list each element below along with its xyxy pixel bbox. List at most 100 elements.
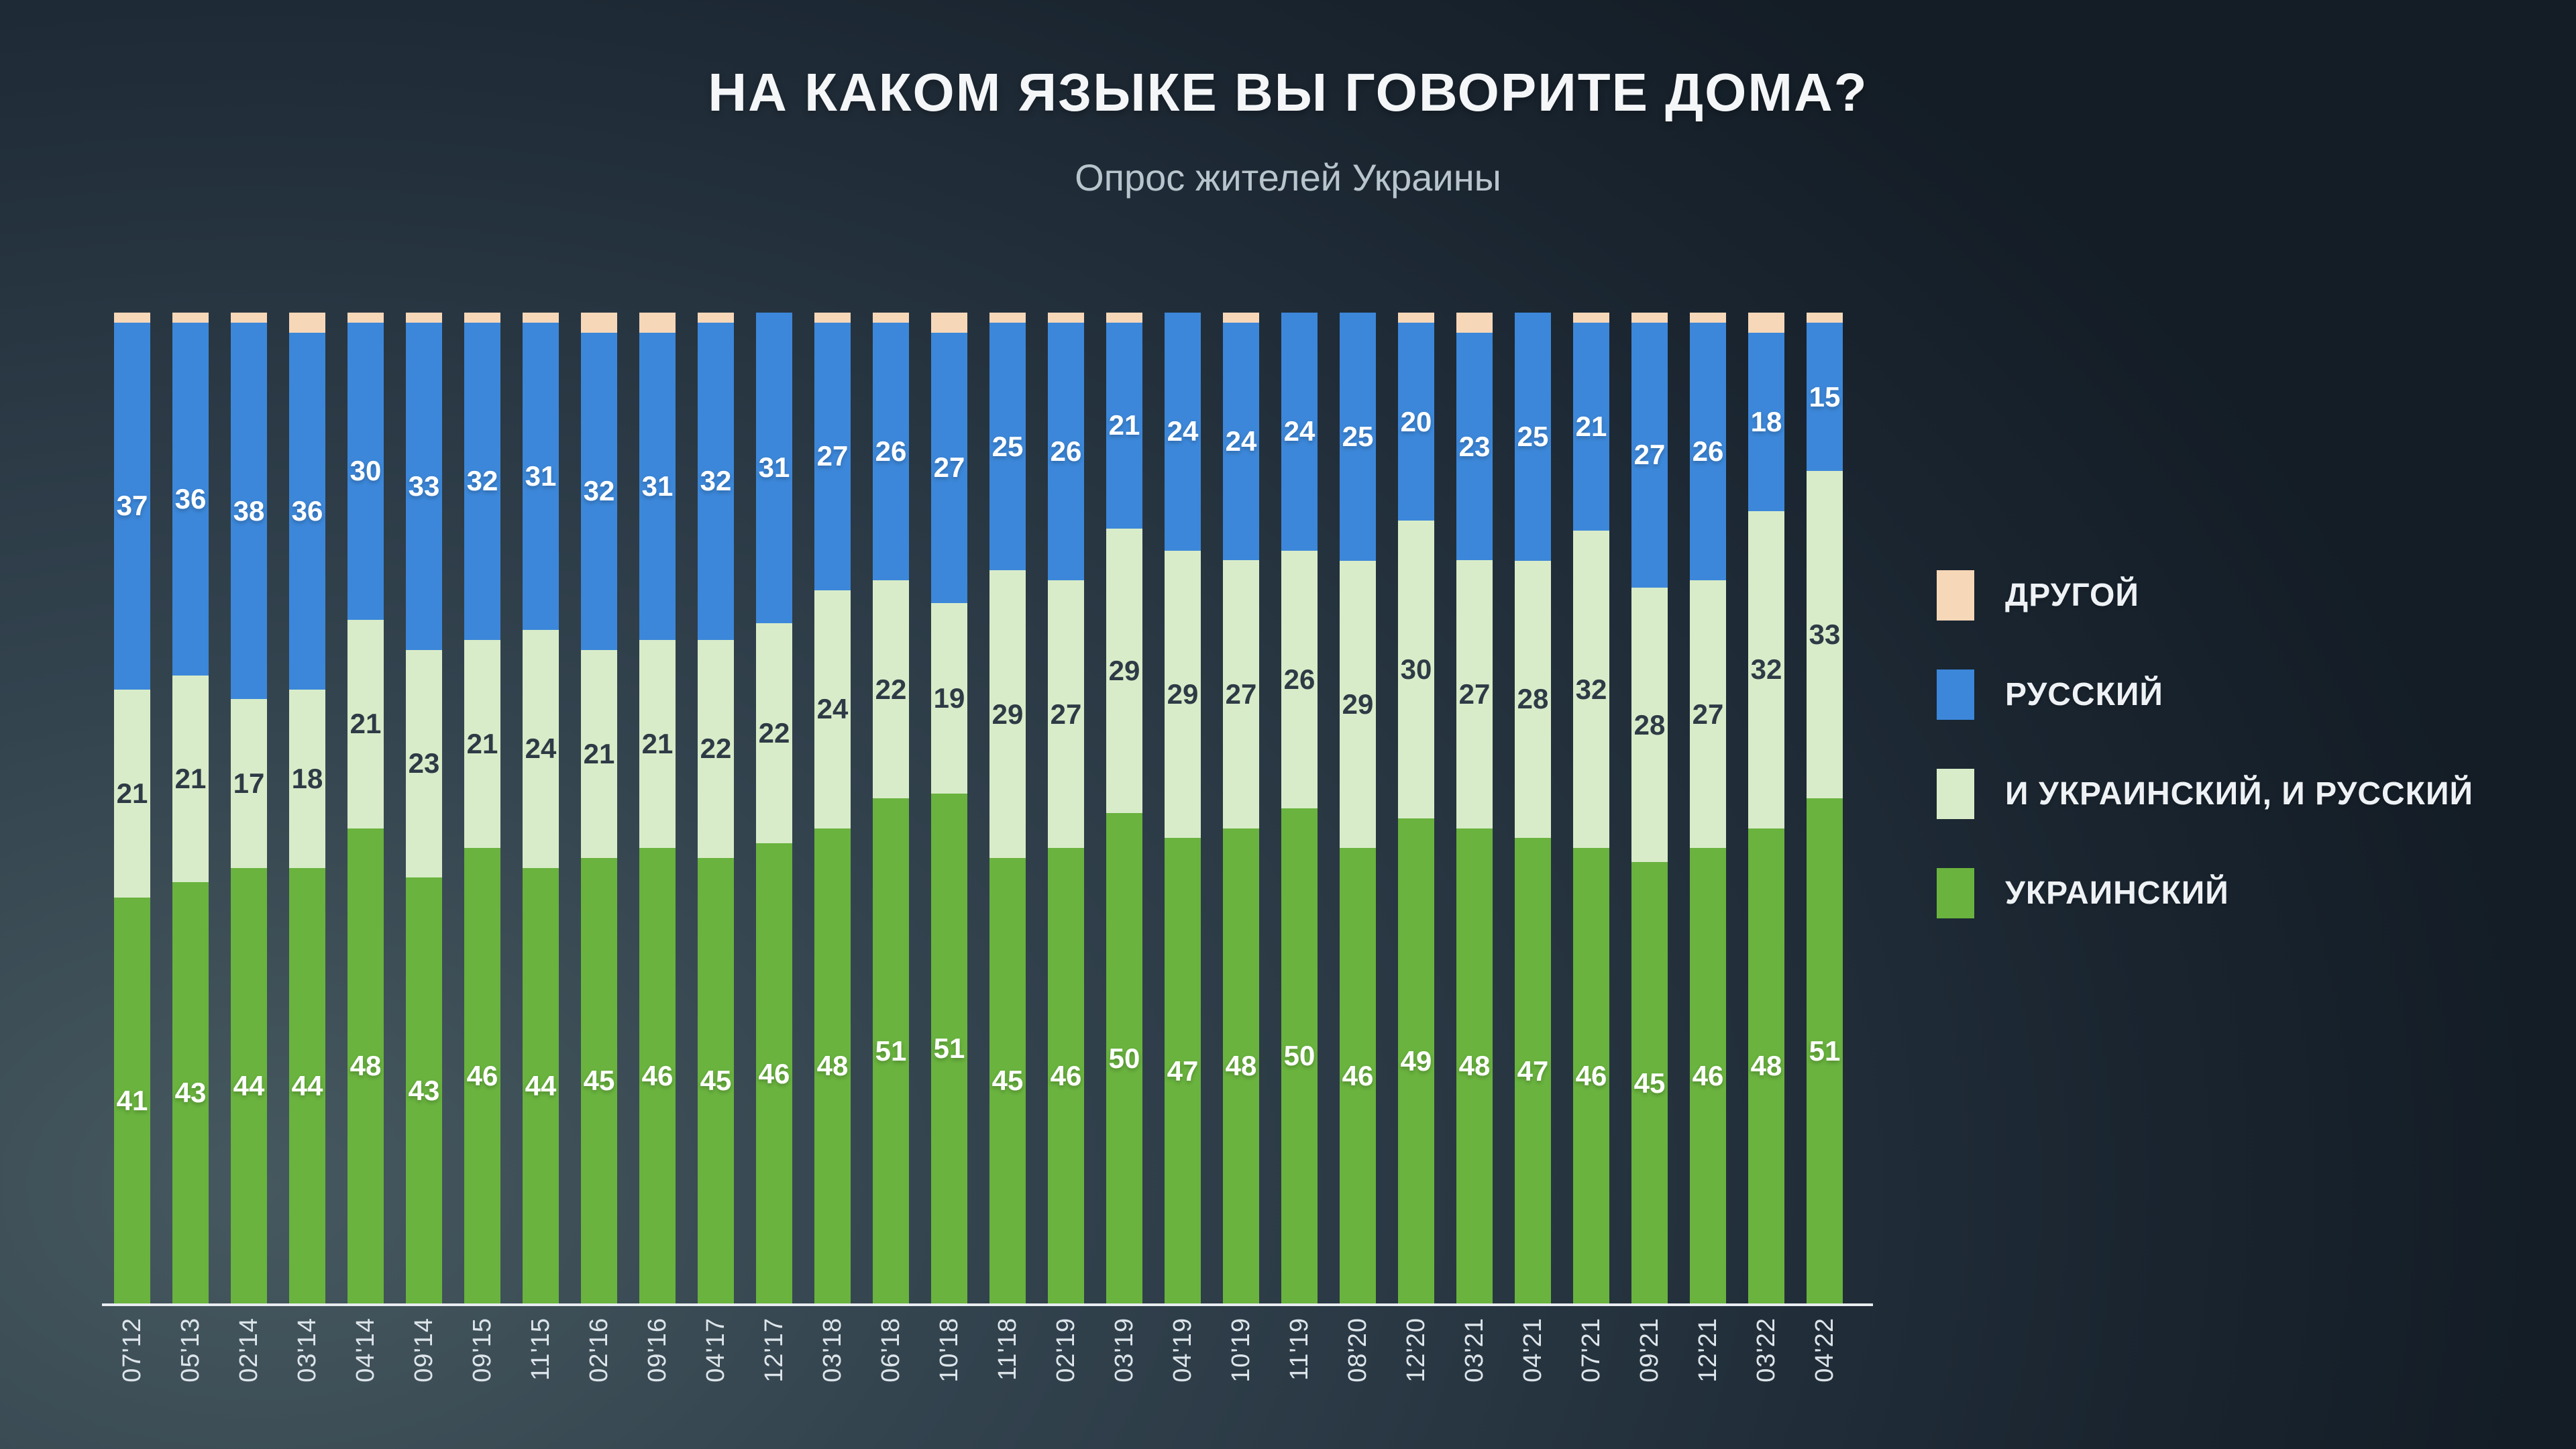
segment-both: 21 xyxy=(464,639,500,849)
value-label-russian: 37 xyxy=(116,490,148,522)
x-tick-cell: 03'21 xyxy=(1456,1318,1493,1432)
bar-column: 36 18 44 xyxy=(289,313,325,1304)
value-label-both: 27 xyxy=(1692,698,1724,730)
segment-other xyxy=(523,313,559,323)
segment-ukrainian: 50 xyxy=(1281,808,1318,1304)
segment-other xyxy=(1631,313,1668,323)
value-label-both: 29 xyxy=(1108,655,1140,687)
value-label-ukrainian: 50 xyxy=(1108,1042,1140,1075)
segment-both: 27 xyxy=(1690,580,1726,849)
bar-column: 36 21 43 xyxy=(172,313,209,1304)
x-tick-label: 11'15 xyxy=(527,1318,555,1381)
bar-column: 27 28 45 xyxy=(1631,313,1668,1304)
value-label-russian: 31 xyxy=(525,460,557,492)
bar-column: 38 17 44 xyxy=(231,313,267,1304)
legend: ДРУГОЙ РУССКИЙ И УКРАИНСКИЙ, И РУССКИЙ УКРА… xyxy=(1937,570,2473,967)
segment-russian: 18 xyxy=(1748,332,1784,511)
segment-other xyxy=(1807,313,1843,323)
value-label-ukrainian: 48 xyxy=(1225,1050,1257,1082)
value-label-ukrainian: 50 xyxy=(1283,1040,1316,1072)
segment-russian: 36 xyxy=(172,322,209,676)
value-label-both: 29 xyxy=(991,698,1024,730)
segment-russian: 25 xyxy=(1340,313,1376,561)
x-tick-label: 07'12 xyxy=(118,1318,146,1383)
segment-both: 29 xyxy=(1106,528,1142,814)
segment-both: 19 xyxy=(931,602,967,794)
segment-russian: 24 xyxy=(1165,313,1201,551)
segment-both: 18 xyxy=(289,689,325,868)
segment-russian: 24 xyxy=(1281,313,1318,551)
bar-column: 30 21 48 xyxy=(347,313,384,1304)
legend-swatch-both xyxy=(1937,769,1974,819)
value-label-russian: 25 xyxy=(991,430,1024,462)
segment-other xyxy=(1748,313,1784,333)
legend-label-both: И УКРАИНСКИЙ, И РУССКИЙ xyxy=(2005,776,2473,812)
value-label-ukrainian: 48 xyxy=(1750,1050,1782,1082)
value-label-russian: 25 xyxy=(1342,420,1374,452)
value-label-both: 28 xyxy=(1633,708,1666,741)
segment-both: 17 xyxy=(231,699,267,868)
segment-russian: 25 xyxy=(989,322,1026,571)
bar-column: 32 21 45 xyxy=(581,313,617,1304)
segment-both: 33 xyxy=(1807,471,1843,799)
value-label-russian: 33 xyxy=(408,470,440,502)
segment-other xyxy=(464,313,500,323)
segment-ukrainian: 48 xyxy=(814,828,851,1304)
segment-ukrainian: 46 xyxy=(1690,848,1726,1304)
segment-both: 28 xyxy=(1515,560,1551,839)
segment-russian: 27 xyxy=(931,332,967,603)
bar-column: 32 21 46 xyxy=(464,313,500,1304)
bar-column: 26 22 51 xyxy=(873,313,909,1304)
x-tick-cell: 07'21 xyxy=(1573,1318,1609,1432)
legend-swatch-ukrainian xyxy=(1937,868,1974,918)
x-tick-label: 11'19 xyxy=(1285,1318,1313,1381)
segment-russian: 27 xyxy=(1631,322,1668,588)
x-tick-cell: 04'22 xyxy=(1807,1318,1843,1432)
value-label-ukrainian: 46 xyxy=(1342,1060,1374,1092)
value-label-both: 21 xyxy=(466,727,498,759)
segment-other xyxy=(873,313,909,323)
value-label-russian: 32 xyxy=(583,475,615,507)
value-label-russian: 25 xyxy=(1517,420,1549,452)
segment-ukrainian: 48 xyxy=(1456,828,1493,1304)
segment-ukrainian: 48 xyxy=(347,828,384,1304)
value-label-both: 22 xyxy=(700,733,732,765)
x-tick-cell: 06'18 xyxy=(873,1318,909,1432)
segment-russian: 33 xyxy=(406,322,442,650)
value-label-russian: 20 xyxy=(1400,405,1432,437)
value-label-russian: 31 xyxy=(758,451,790,484)
value-label-russian: 21 xyxy=(1575,410,1607,442)
value-label-russian: 26 xyxy=(875,435,907,467)
value-label-both: 24 xyxy=(525,733,557,765)
value-label-both: 28 xyxy=(1517,683,1549,715)
x-tick-label: 10'19 xyxy=(1227,1318,1255,1383)
segment-ukrainian: 46 xyxy=(464,848,500,1304)
x-tick-label: 04'14 xyxy=(352,1318,380,1383)
segment-russian: 31 xyxy=(756,313,792,623)
x-tick-label: 04'21 xyxy=(1519,1318,1547,1383)
value-label-ukrainian: 46 xyxy=(1050,1060,1082,1092)
x-tick-label: 12'20 xyxy=(1402,1318,1430,1383)
segment-ukrainian: 45 xyxy=(581,857,617,1304)
legend-swatch-russian xyxy=(1937,669,1974,720)
segment-both: 30 xyxy=(1398,521,1434,818)
x-tick-label: 09'21 xyxy=(1635,1318,1664,1383)
bar-column: 18 32 48 xyxy=(1748,313,1784,1304)
segment-other xyxy=(1223,313,1259,323)
value-label-russian: 24 xyxy=(1167,415,1199,447)
bar-column: 24 29 47 xyxy=(1165,313,1201,1304)
chart-subtitle: Опрос жителей Украины xyxy=(1075,156,1501,199)
x-tick-cell: 09'16 xyxy=(639,1318,676,1432)
segment-other xyxy=(114,313,150,323)
x-tick-label: 07'21 xyxy=(1577,1318,1605,1383)
segment-other xyxy=(1106,313,1142,323)
segment-both: 21 xyxy=(347,620,384,828)
segment-both: 27 xyxy=(1048,580,1084,849)
value-label-both: 30 xyxy=(1400,653,1432,686)
segment-ukrainian: 46 xyxy=(639,848,676,1304)
segment-ukrainian: 41 xyxy=(114,898,150,1304)
x-tick-label: 05'13 xyxy=(176,1318,205,1383)
segment-russian: 38 xyxy=(231,322,267,700)
bar-column: 24 27 48 xyxy=(1223,313,1259,1304)
